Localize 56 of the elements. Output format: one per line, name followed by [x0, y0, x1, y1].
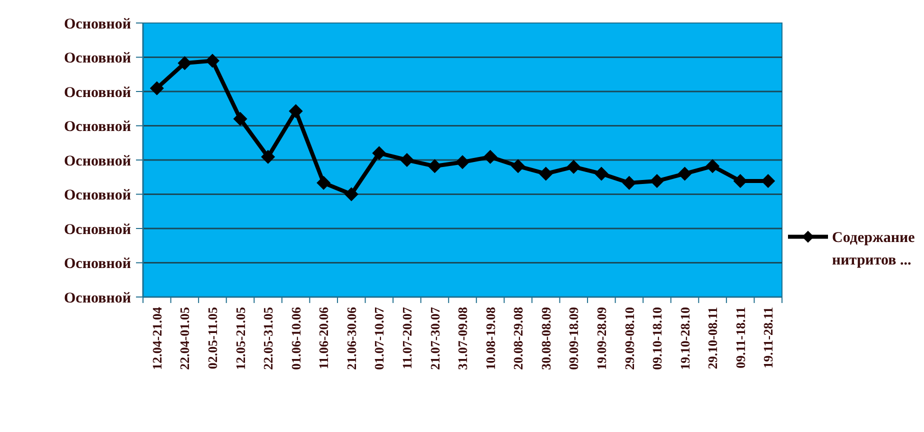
legend-label: Содержание нитритов ... [832, 230, 916, 268]
x-tick-label: 11.07-20.07 [399, 306, 414, 370]
x-tick-label: 21.07-30.07 [427, 306, 442, 370]
point [316, 176, 331, 190]
point [538, 166, 553, 181]
point [706, 159, 720, 174]
x-tick-label: 09.10-18.10 [650, 307, 665, 370]
x-tick-label: 09.09-18.09 [566, 306, 582, 370]
point [428, 159, 442, 174]
x-tick-label: 22.04-01.05 [177, 306, 192, 370]
text: Основной [64, 50, 132, 66]
text: Основной [64, 84, 132, 101]
point [233, 112, 248, 126]
x-tick-label: 29.09-08.10 [622, 307, 637, 370]
point [733, 174, 748, 188]
point [483, 150, 498, 164]
x-tick-label: 10.08-19.08 [482, 306, 498, 370]
x-tick-label: 12.05-21.05 [232, 306, 248, 370]
text: Основной [64, 188, 132, 204]
x-tick-label: 09.11-18.11 [732, 307, 748, 368]
point [261, 150, 276, 164]
x-tick-label: 19.11-28.11 [760, 307, 776, 368]
x-tick-label: 11.06-20.06 [316, 306, 332, 370]
x-tick-label: 20.08-29.08 [510, 306, 526, 370]
point [566, 160, 581, 174]
text: Основной [64, 153, 132, 170]
point [150, 81, 164, 96]
text: Основной [64, 290, 132, 306]
point [288, 104, 303, 118]
x-tick-label: 19.10-28.10 [677, 307, 692, 370]
point [678, 166, 692, 181]
point [456, 155, 470, 170]
text: Основной [64, 222, 132, 238]
point [761, 174, 776, 188]
point [400, 153, 414, 167]
point [372, 146, 386, 160]
point [344, 187, 358, 202]
x-tick-label: 21.06-30.06 [344, 306, 359, 370]
text: Основной [64, 16, 132, 32]
x-tick-label: 12.04-21.04 [149, 306, 164, 370]
point [594, 166, 608, 181]
point [650, 174, 664, 188]
x-tick-label: 29.10-08.11 [705, 307, 720, 370]
x-tick-label: 19.09-28.09 [594, 306, 609, 370]
x-tick-label: 31.07-09.08 [455, 306, 470, 370]
x-tick-label: 22.05-31.05 [260, 306, 276, 370]
x-tick-label: 30.08-08.09 [538, 306, 554, 370]
point [511, 159, 526, 174]
point [178, 56, 192, 70]
point [205, 54, 220, 68]
point [622, 176, 636, 190]
x-tick-label: 01.06-10.06 [288, 306, 304, 370]
text: Основной [64, 119, 132, 135]
x-tick-label: 02.05-11.05 [205, 306, 220, 370]
x-tick-label: 01.07-10.07 [372, 306, 387, 370]
text: Основной [64, 256, 132, 272]
